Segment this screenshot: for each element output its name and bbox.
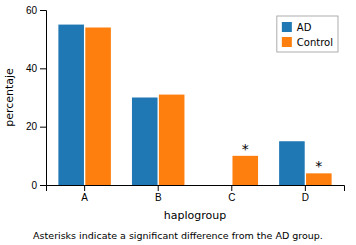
y-tick-label: 60 bbox=[26, 5, 38, 16]
x-axis-line bbox=[47, 186, 345, 192]
bar bbox=[279, 141, 305, 185]
x-tick: A bbox=[81, 185, 88, 203]
x-tick-mark bbox=[305, 185, 306, 191]
x-tick-mark bbox=[84, 185, 85, 191]
x-tick-label: C bbox=[228, 192, 235, 203]
legend-swatch bbox=[282, 37, 292, 47]
bar bbox=[206, 185, 232, 186]
annotation: * bbox=[315, 158, 322, 174]
y-tick: 0 bbox=[31, 180, 46, 191]
chart-svg: 0204060ABCD**ADControlpercentajehaplogro… bbox=[0, 0, 356, 245]
x-axis: A B C D bbox=[47, 185, 345, 203]
x-axis-title: haplogroup bbox=[164, 209, 226, 222]
plot: 0204060ABCD**ADControl bbox=[26, 5, 345, 203]
x-tick-label: B bbox=[155, 192, 162, 203]
annotations: ** bbox=[242, 141, 323, 175]
y-tick: 60 bbox=[26, 5, 46, 16]
annotation: * bbox=[242, 141, 249, 157]
x-tick-mark bbox=[231, 185, 232, 191]
y-tick-label: 0 bbox=[31, 180, 37, 191]
legend-label: AD bbox=[297, 22, 312, 33]
legend-box bbox=[277, 16, 338, 52]
bar bbox=[232, 156, 258, 185]
y-tick-label: 40 bbox=[26, 63, 38, 74]
x-tick: B bbox=[155, 185, 162, 203]
bar-series bbox=[58, 25, 304, 185]
y-axis: 0 20 40 60 bbox=[26, 5, 47, 191]
bar bbox=[58, 25, 84, 185]
y-tick-label: 20 bbox=[26, 121, 38, 132]
y-tick: 20 bbox=[26, 121, 46, 132]
bar bbox=[132, 98, 158, 186]
x-tick: D bbox=[302, 185, 309, 203]
bar bbox=[159, 95, 185, 185]
legend-item: Control bbox=[282, 37, 333, 48]
legend-label: Control bbox=[297, 37, 333, 48]
legend: AD Control bbox=[277, 16, 338, 52]
x-tick-label: D bbox=[302, 192, 309, 203]
y-tick-mark bbox=[40, 127, 46, 128]
y-tick: 40 bbox=[26, 63, 46, 74]
y-tick-mark bbox=[40, 10, 46, 11]
bar bbox=[306, 173, 332, 185]
x-tick-label: A bbox=[81, 192, 88, 203]
legend-item: AD bbox=[282, 22, 312, 33]
x-tick: C bbox=[228, 185, 235, 203]
bar bbox=[85, 28, 111, 186]
x-tick-mark bbox=[158, 185, 159, 191]
y-tick-mark bbox=[40, 68, 46, 69]
caption: Asterisks indicate a significant differe… bbox=[33, 230, 323, 241]
chart-container: 0204060ABCD**ADControlpercentajehaplogro… bbox=[0, 0, 356, 245]
y-axis-title: percentaje bbox=[3, 68, 16, 127]
y-axis-line bbox=[40, 11, 47, 186]
y-tick-mark bbox=[40, 185, 46, 186]
legend-swatch bbox=[282, 22, 292, 32]
